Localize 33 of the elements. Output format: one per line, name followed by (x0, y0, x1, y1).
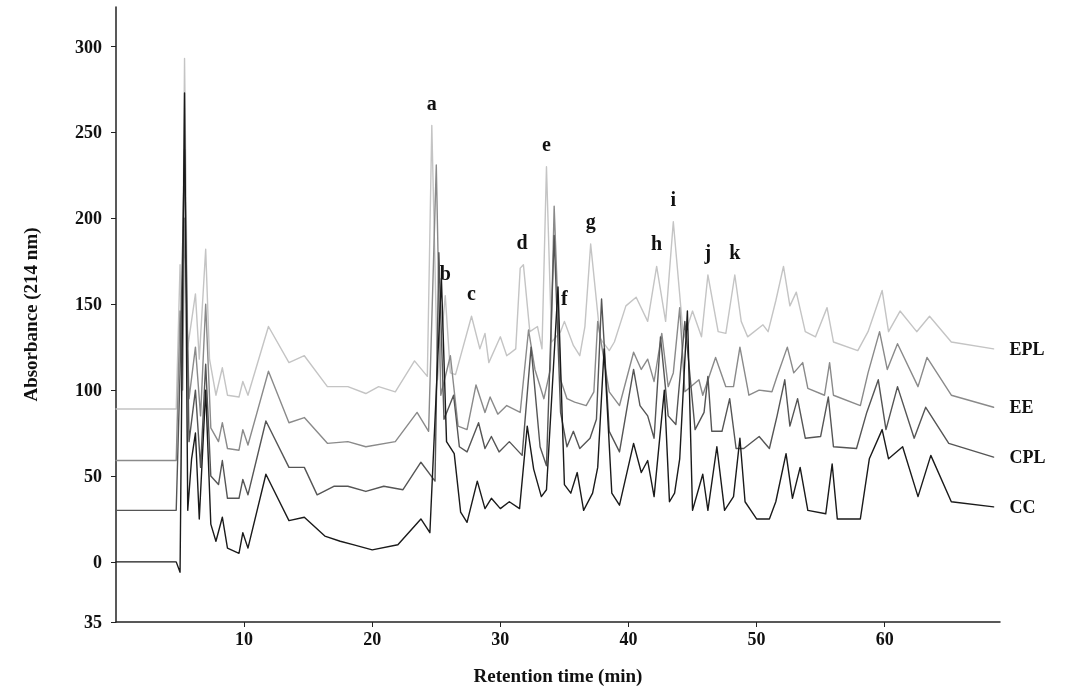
y-tick-label: 200 (75, 208, 102, 229)
annotation: g (585, 210, 596, 234)
series-label: CC (1009, 496, 1036, 517)
x-tick-label: 10 (235, 629, 254, 649)
annotation: f (561, 287, 569, 310)
line-series (115, 164, 995, 462)
annotation: e (542, 132, 552, 155)
series-label: EPL (1009, 338, 1045, 359)
series-label: CPL (1009, 447, 1046, 468)
y-tick-label: 100 (75, 380, 102, 401)
y-tick-label: 50 (84, 465, 102, 486)
annotation: j (703, 240, 712, 264)
line-series (115, 57, 995, 410)
y-tick-label: 0 (93, 551, 102, 572)
x-tick-label: 30 (491, 629, 510, 649)
annotation: a (426, 91, 437, 114)
annotation: i (670, 187, 677, 210)
y-tick-label: 250 (75, 122, 102, 143)
x-tick-label: 20 (363, 629, 382, 649)
x-axis-title: Retention time (min) (473, 665, 643, 687)
annotation: k (729, 240, 742, 263)
series-label: EE (1009, 397, 1034, 418)
x-tick-label: 60 (875, 629, 894, 649)
x-tick-label: 40 (619, 629, 638, 649)
annotation: d (516, 230, 528, 253)
annotation: c (467, 282, 477, 305)
y-tick-label: 150 (75, 294, 102, 315)
y-axis-title: Absorbance (214 nm) (20, 227, 42, 402)
y-tick-label: 300 (75, 36, 102, 57)
annotation: b (439, 261, 451, 284)
x-tick-label: 50 (747, 629, 766, 649)
y-tick-label: 35 (84, 612, 102, 632)
annotation: h (651, 232, 663, 255)
